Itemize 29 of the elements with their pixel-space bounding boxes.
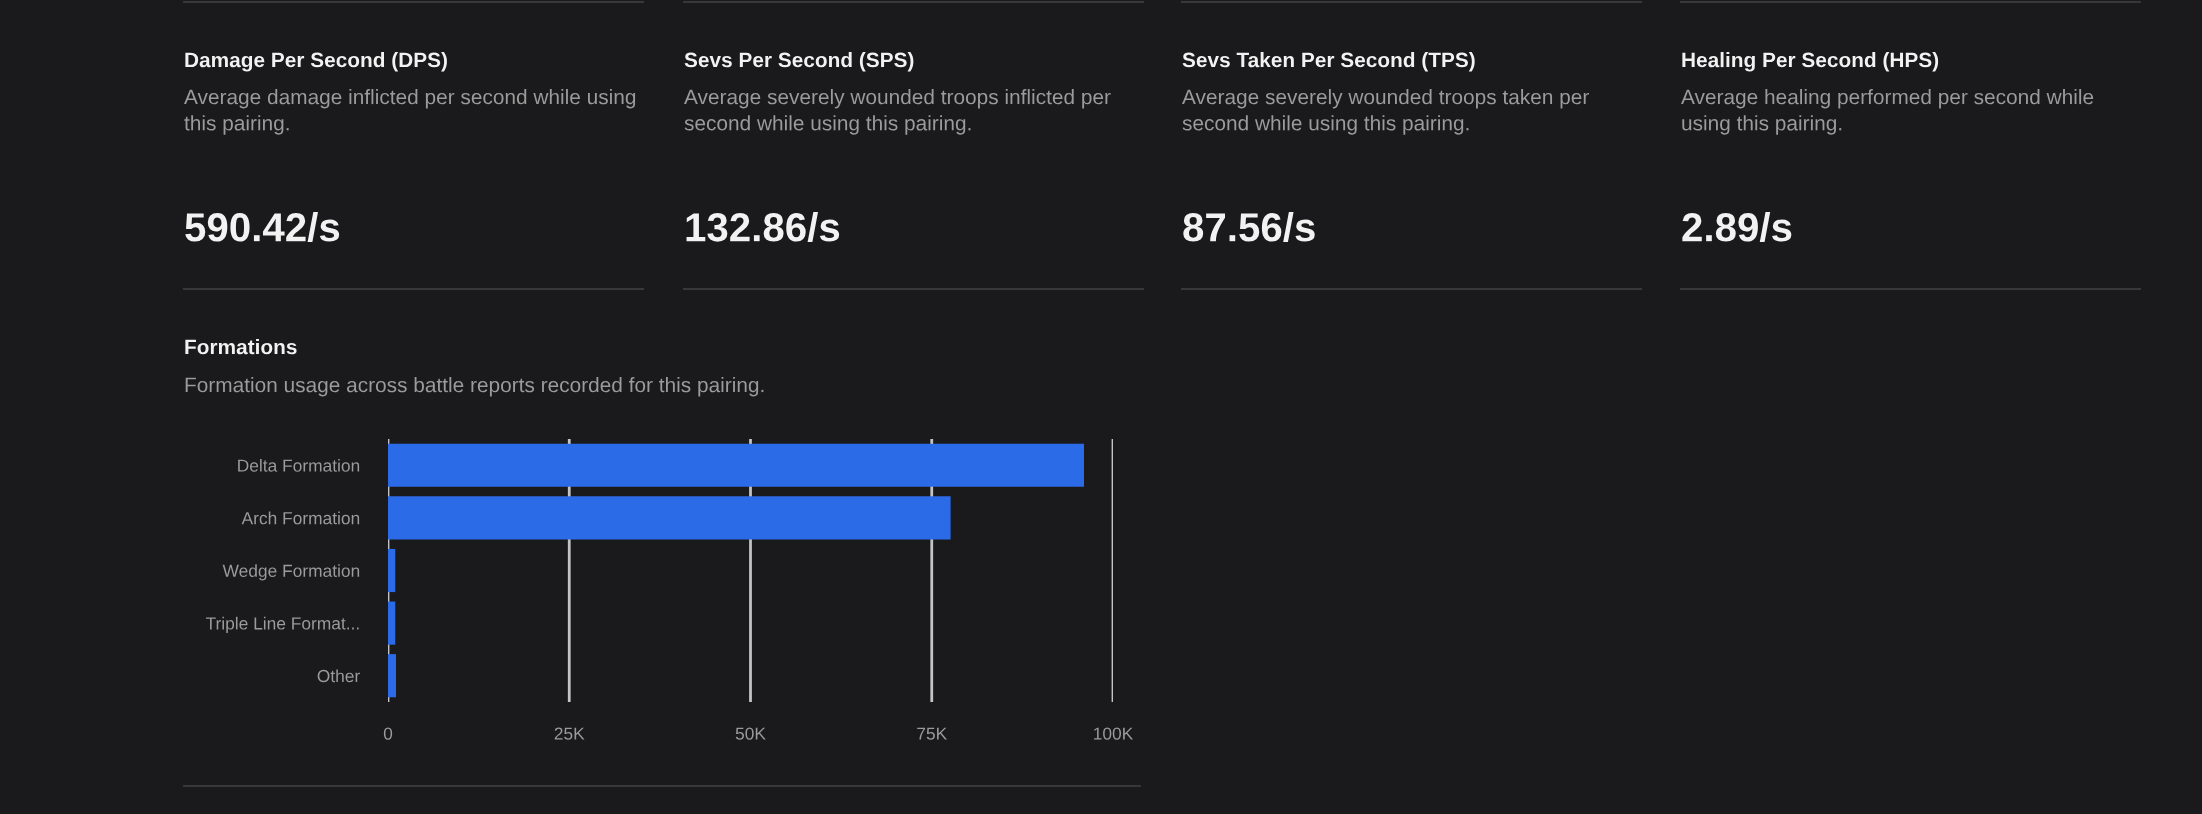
text: 87.56/s	[1183, 212, 1315, 242]
x-tick-label: 25K	[554, 727, 585, 740]
y-tick-label: Delta Formation	[238, 459, 360, 472]
y-tick-label: Arch Formation	[241, 511, 360, 525]
bar	[388, 548, 396, 593]
text: Average severely wounded troops taken per second while using this pairing.	[1182, 89, 1589, 135]
text: Average damage inflicted per second while using this pairing.	[184, 89, 636, 135]
text: Average healing performed per second while using this pairing.	[1681, 89, 2094, 135]
x-tick-label: 100K	[1094, 727, 1134, 740]
y-tick-label: Other	[317, 669, 360, 683]
text: 590.42/s	[185, 212, 340, 242]
bar	[388, 601, 396, 645]
text: Average severely wounded troops inflicted per second while using this pairing.	[684, 89, 1111, 135]
bar	[388, 654, 396, 698]
text: Sevs Per Second (SPS)	[684, 52, 914, 72]
text: 132.86/s	[686, 212, 840, 242]
bar	[388, 496, 951, 540]
chart-subtitle: Formation usage across battle reports recorded for this pairing.	[185, 377, 764, 397]
x-tick-label: 0	[383, 727, 393, 740]
text: Sevs Taken Per Second (TPS)	[1182, 52, 1475, 72]
text: 2.89/s	[1682, 212, 1792, 242]
text: Healing Per Second (HPS)	[1682, 52, 1939, 72]
y-tick-label: Triple Line Format...	[205, 616, 359, 633]
bar	[388, 443, 1084, 487]
y-tick-label: Wedge Formation	[222, 564, 360, 581]
x-tick-label: 75K	[917, 727, 947, 740]
x-tick-label: 50K	[735, 727, 766, 740]
text: Damage Per Second (DPS)	[185, 52, 447, 72]
chart-title: Formations	[185, 339, 297, 355]
